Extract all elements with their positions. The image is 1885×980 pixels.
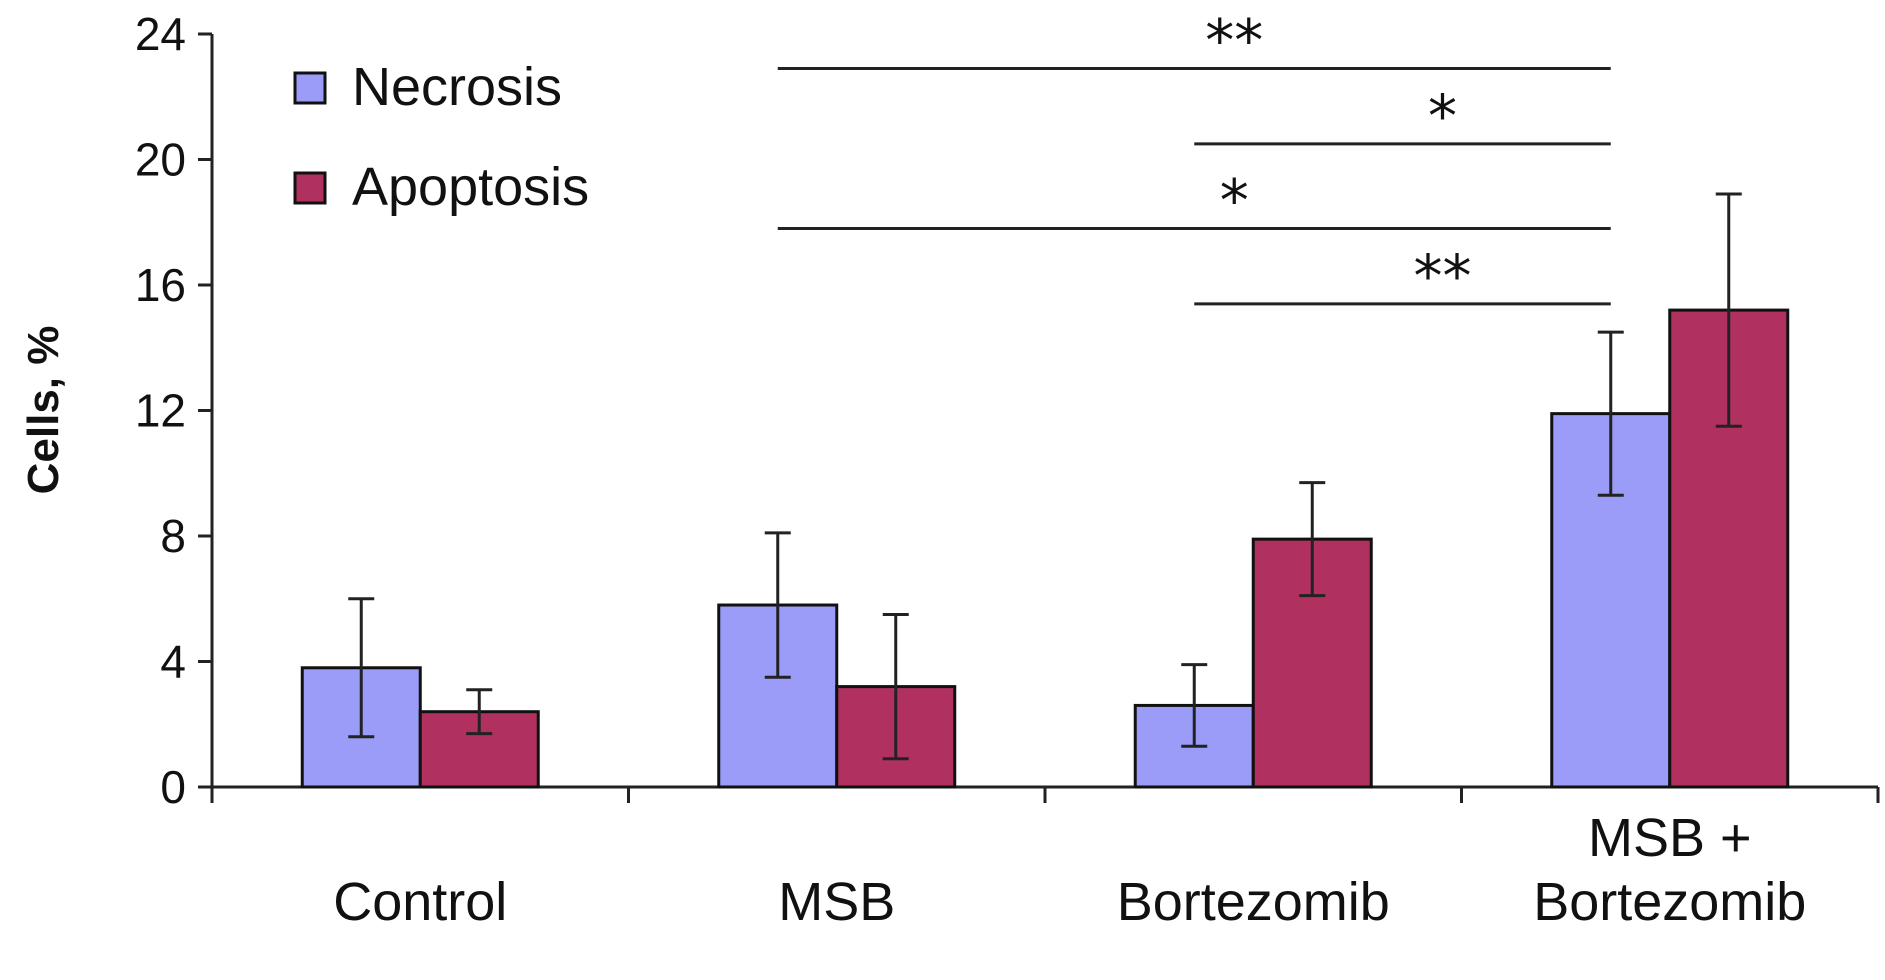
legend-label-apoptosis: Apoptosis <box>352 157 589 217</box>
y-tick-label: 0 <box>160 761 186 813</box>
y-tick-label: 16 <box>135 259 186 311</box>
significance-marker: ** <box>1414 242 1472 310</box>
x-category-label: Bortezomib <box>1117 872 1390 932</box>
significance-marker: ** <box>1205 7 1263 75</box>
legend: Necrosis Apoptosis <box>293 57 589 217</box>
y-axis-label: Cells, % <box>19 326 68 495</box>
significance-marker: * <box>1220 167 1249 235</box>
x-category-label: MSB + <box>1588 808 1752 868</box>
bars-group <box>300 308 1790 789</box>
x-category-label: Bortezomib <box>1533 872 1806 932</box>
legend-swatch-apoptosis <box>293 171 327 205</box>
error-bars-group <box>348 192 1742 761</box>
legend-swatch-necrosis <box>293 71 327 105</box>
y-tick-label: 4 <box>160 636 186 688</box>
significance-group: ****** <box>777 7 1611 310</box>
x-category-label: Control <box>333 872 507 932</box>
y-tick-label: 8 <box>160 510 186 562</box>
legend-label-necrosis: Necrosis <box>352 57 562 117</box>
y-tick-label: 24 <box>135 8 186 60</box>
y-tick-label: 12 <box>135 385 186 437</box>
significance-marker: * <box>1428 82 1457 150</box>
y-tick-label: 20 <box>135 134 186 186</box>
x-category-label: MSB <box>778 872 895 932</box>
